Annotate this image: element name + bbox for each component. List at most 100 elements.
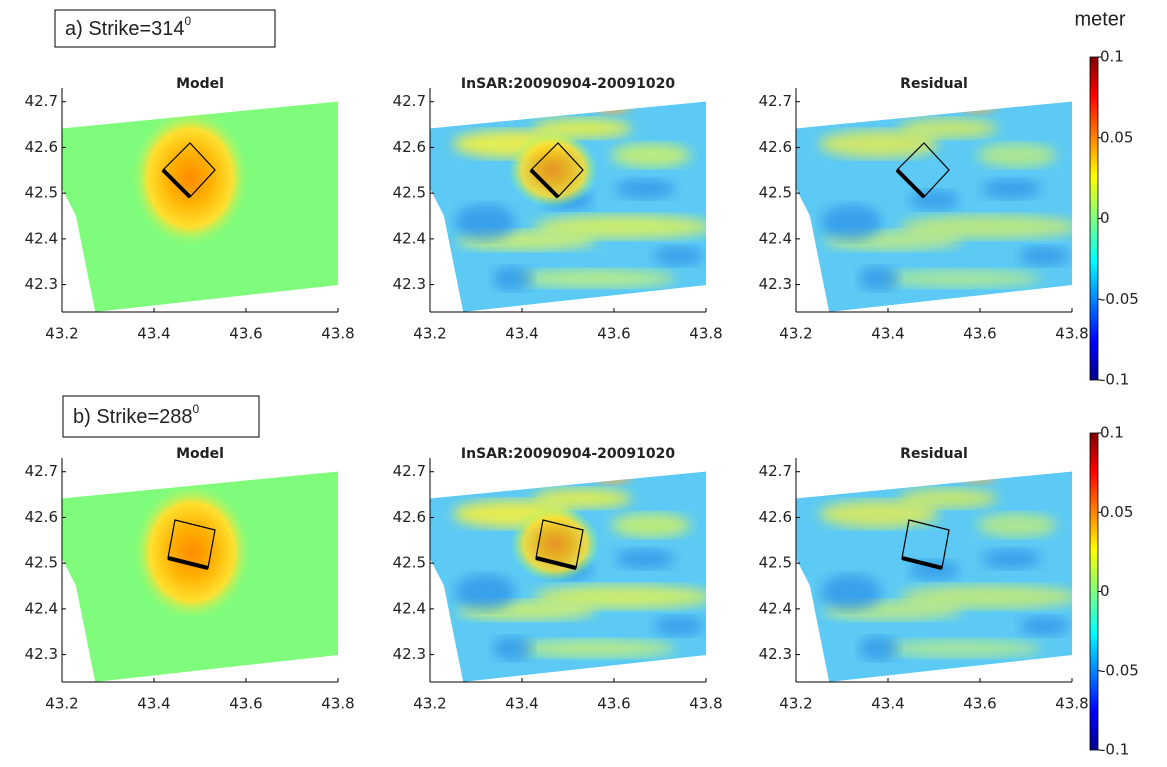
- y-tick-label: 42.3: [393, 275, 426, 293]
- colorbar-tick-label: -0.1: [1100, 371, 1129, 389]
- heatmap-patch: [1019, 616, 1069, 636]
- x-tick-label: 43.4: [871, 325, 904, 343]
- heatmap-patch: [859, 636, 899, 660]
- panel-title: Residual: [900, 446, 968, 462]
- y-tick-label: 42.3: [25, 645, 58, 663]
- colorbar-tick-label: 0: [1100, 209, 1110, 227]
- y-tick-label: 42.5: [393, 184, 426, 202]
- y-tick-label: 42.7: [759, 92, 792, 110]
- heatmap-patch: [898, 118, 998, 138]
- y-tick-label: 42.7: [759, 462, 792, 480]
- map-panel: InSAR:20090904-20091020 42.3 42.4 42.5 42.6 4…: [393, 76, 723, 343]
- y-tick-label: 42.5: [25, 184, 58, 202]
- map-panel: InSAR:20090904-2009102042.342.442.542.64…: [393, 446, 723, 713]
- colorbar-tick-label: 0.1: [1100, 48, 1124, 66]
- x-tick-label: 43.8: [321, 695, 354, 713]
- heatmap-patch: [977, 143, 1057, 167]
- x-tick-label: 43.8: [689, 695, 722, 713]
- x-tick-label: 43.2: [779, 325, 812, 343]
- heatmap-patch: [821, 204, 881, 240]
- x-tick-label: 43.2: [413, 695, 446, 713]
- heatmap-patch: [859, 266, 899, 290]
- y-tick-label: 42.4: [759, 229, 792, 247]
- y-tick-label: 42.4: [393, 229, 426, 247]
- heatmap-patch: [493, 636, 533, 660]
- panel-label-superscript: 0: [185, 14, 192, 28]
- colorbar-tick-label: 0.1: [1100, 424, 1124, 442]
- y-tick-label: 42.5: [759, 554, 792, 572]
- heatmap: [62, 471, 338, 682]
- heatmap-patch: [981, 549, 1041, 569]
- y-tick-label: 42.7: [393, 92, 426, 110]
- heatmap-patch: [611, 513, 691, 537]
- y-tick-label: 42.6: [393, 138, 426, 156]
- y-tick-label: 42.6: [759, 138, 792, 156]
- y-tick-label: 42.6: [25, 138, 58, 156]
- heatmap-blob: [508, 132, 598, 208]
- heatmap-patch: [611, 143, 691, 167]
- y-tick-label: 42.6: [393, 508, 426, 526]
- figure: Model 42.3 42.4 42.5 42.6 42.7 43.2 43.4 43.6 43.…: [0, 0, 1167, 767]
- heatmap-patch: [532, 488, 632, 508]
- heatmap-patch: [653, 246, 703, 266]
- panel-title: Model: [176, 446, 224, 462]
- panel-label: a) Strike=3140: [65, 14, 192, 40]
- x-tick-label: 43.6: [229, 695, 262, 713]
- colorbar-tick-label: 0.05: [1100, 128, 1133, 146]
- y-tick-label: 42.4: [25, 599, 58, 617]
- y-tick-label: 42.7: [25, 462, 58, 480]
- x-tick-label: 43.4: [137, 695, 170, 713]
- heatmap-blob: [130, 108, 250, 248]
- heatmap-patch: [455, 574, 515, 610]
- x-tick-label: 43.2: [45, 695, 78, 713]
- heatmap-blob: [510, 506, 600, 582]
- colorbar: [1090, 57, 1098, 380]
- y-tick-label: 42.5: [25, 554, 58, 572]
- heatmap-patch: [909, 190, 959, 210]
- x-tick-label: 43.4: [871, 695, 904, 713]
- y-tick-label: 42.3: [759, 645, 792, 663]
- x-tick-label: 43.2: [413, 325, 446, 343]
- heatmap-patch: [1019, 246, 1069, 266]
- heatmap: [430, 85, 713, 312]
- heatmap-patch: [516, 269, 676, 287]
- y-tick-label: 42.7: [393, 462, 426, 480]
- heatmap-patch: [615, 549, 675, 569]
- heatmap-patch: [455, 204, 515, 240]
- heatmap-patch: [653, 616, 703, 636]
- heatmap-patch: [516, 639, 676, 657]
- x-tick-label: 43.8: [1055, 325, 1088, 343]
- heatmap-patch: [615, 179, 675, 199]
- panel-label-text: a) Strike=314: [65, 18, 185, 40]
- y-tick-label: 42.7: [25, 92, 58, 110]
- panel-title: InSAR:20090904-20091020: [461, 446, 675, 462]
- x-tick-label: 43.8: [1055, 695, 1088, 713]
- x-tick-label: 43.6: [229, 325, 262, 343]
- panel-title: Model: [176, 76, 224, 92]
- panel-title: Residual: [900, 76, 968, 92]
- panel-label-superscript: 0: [193, 402, 200, 416]
- heatmap-blob: [132, 482, 252, 622]
- colorbar-tick-label: -0.05: [1100, 661, 1139, 679]
- heatmap-patch: [882, 269, 1042, 287]
- y-tick-label: 42.3: [759, 275, 792, 293]
- y-tick-label: 42.4: [25, 229, 58, 247]
- panel-label: b) Strike=2880: [73, 402, 200, 428]
- colorbar-tick-label: 0: [1100, 582, 1110, 600]
- x-tick-label: 43.8: [689, 325, 722, 343]
- heatmap-patch: [981, 179, 1041, 199]
- panel-title: InSAR:20090904-20091020: [461, 76, 675, 92]
- heatmap: [62, 101, 338, 312]
- y-tick-label: 42.5: [393, 554, 426, 572]
- x-tick-label: 43.2: [779, 695, 812, 713]
- y-tick-label: 42.6: [759, 508, 792, 526]
- y-tick-label: 42.4: [759, 599, 792, 617]
- colorbar-label: meter: [1074, 8, 1125, 30]
- y-tick-label: 42.3: [25, 275, 58, 293]
- panel-label-text: b) Strike=288: [73, 406, 193, 428]
- y-tick-label: 42.4: [393, 599, 426, 617]
- x-tick-label: 43.4: [137, 325, 170, 343]
- colorbar-tick-label: 0.05: [1100, 503, 1133, 521]
